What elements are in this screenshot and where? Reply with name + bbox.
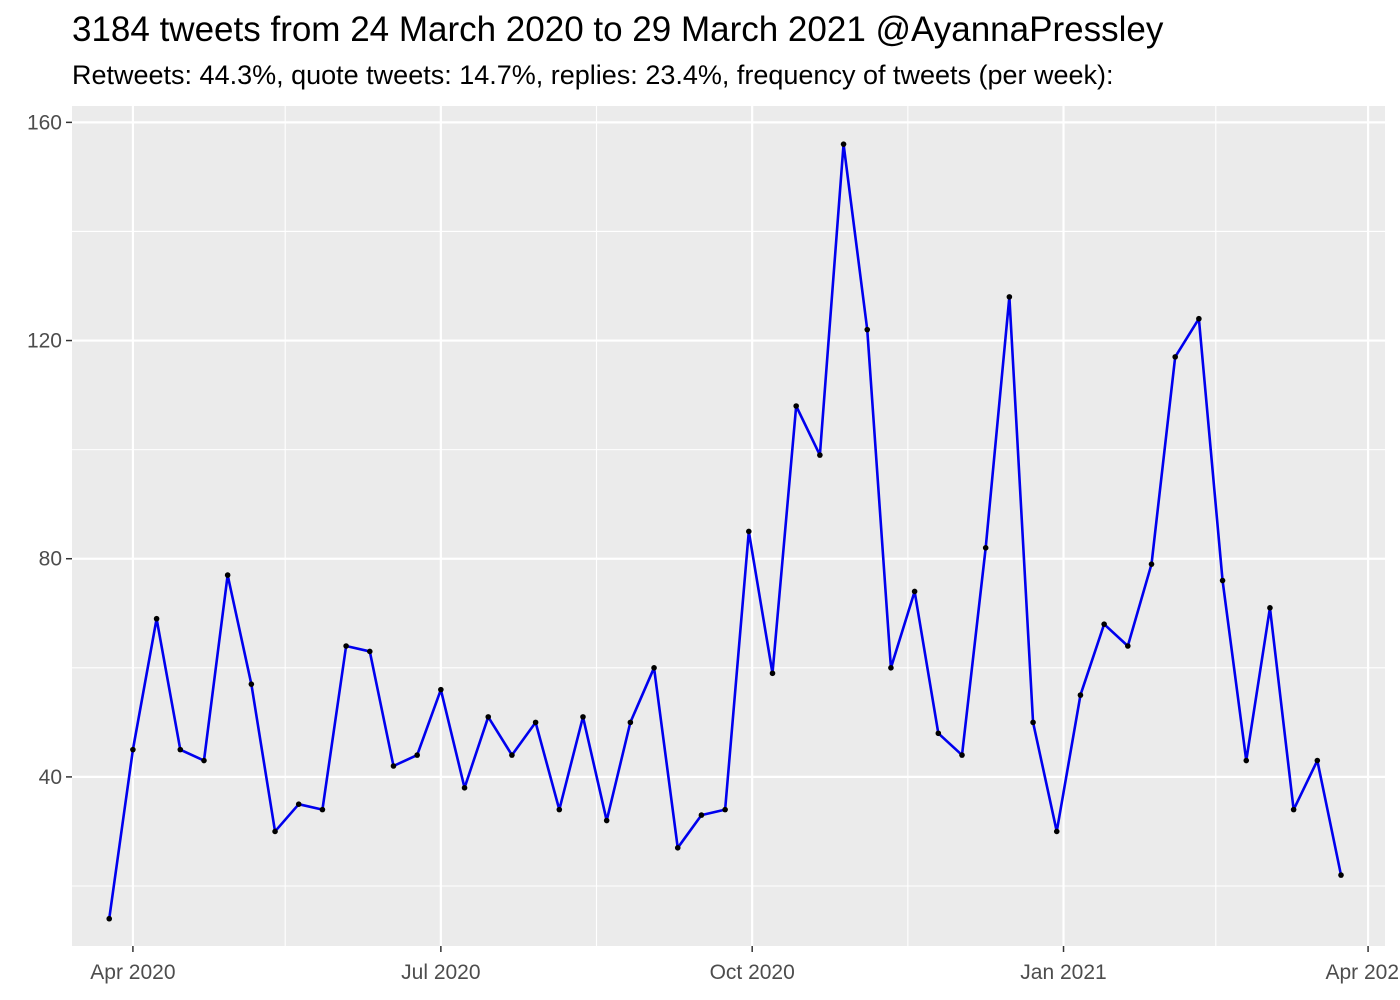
data-point: [414, 752, 420, 758]
data-point: [1172, 354, 1178, 360]
data-point: [130, 746, 136, 753]
data-point: [1219, 577, 1226, 584]
data-point: [224, 572, 231, 578]
data-point: [438, 686, 444, 693]
data-point: [722, 806, 728, 813]
data-point: [935, 730, 942, 737]
y-tick-label: 80: [39, 548, 62, 571]
x-tick-label: Jul 2020: [401, 961, 480, 984]
y-tick-label: 40: [39, 766, 62, 789]
data-point: [485, 714, 492, 720]
data-point: [366, 648, 373, 655]
data-point: [295, 801, 302, 807]
data-point: [911, 588, 918, 595]
data-point: [1101, 621, 1107, 627]
data-point: [959, 752, 965, 758]
data-point: [1053, 828, 1060, 835]
data-point: [248, 681, 255, 687]
data-point: [509, 752, 515, 758]
y-tick-label: 160: [27, 111, 62, 134]
data-point: [698, 812, 705, 818]
data-point: [769, 670, 776, 677]
x-tick-label: Apr 2020: [90, 961, 175, 984]
data-point: [982, 545, 989, 551]
plot-background: [72, 106, 1385, 946]
data-point: [1314, 757, 1321, 764]
y-tick-label: 120: [27, 330, 62, 353]
data-point: [603, 817, 610, 824]
chart-subtitle: Retweets: 44.3%, quote tweets: 14.7%, re…: [72, 60, 1114, 90]
data-point: [746, 528, 752, 535]
data-point: [1243, 757, 1250, 764]
data-point: [674, 845, 681, 851]
data-point: [651, 665, 657, 671]
x-tick-label: Jan 2021: [1020, 961, 1106, 984]
data-point: [1148, 561, 1155, 567]
data-point: [343, 643, 349, 649]
data-point: [390, 763, 397, 769]
data-point: [153, 615, 160, 622]
x-tick-label: Apr 2021: [1325, 961, 1400, 984]
data-point: [177, 746, 184, 753]
data-point: [1290, 806, 1297, 813]
data-point: [1338, 872, 1344, 878]
x-tick-label: Oct 2020: [710, 961, 795, 984]
data-point: [319, 806, 326, 813]
data-point: [272, 828, 278, 835]
chart-title: 3184 tweets from 24 March 2020 to 29 Mar…: [72, 10, 1164, 49]
data-point: [888, 665, 894, 671]
data-point: [532, 719, 539, 726]
data-point: [580, 714, 586, 720]
data-point: [840, 141, 847, 147]
data-point: [201, 757, 207, 764]
data-point: [793, 403, 799, 409]
data-point: [1006, 294, 1013, 300]
data-point: [106, 915, 113, 922]
data-point: [1267, 605, 1273, 611]
data-point: [1196, 315, 1202, 322]
data-point: [461, 785, 468, 791]
data-point: [817, 452, 823, 458]
data-point: [1125, 643, 1131, 649]
data-point: [556, 806, 563, 813]
data-point: [1077, 692, 1084, 698]
data-point: [627, 719, 634, 726]
data-point: [1030, 719, 1036, 726]
data-point: [864, 326, 871, 333]
